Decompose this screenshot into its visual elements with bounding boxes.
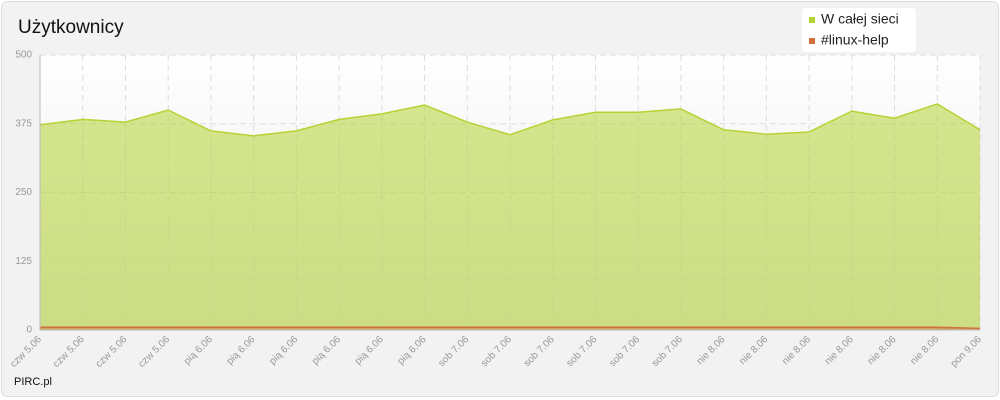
chart-title: Użytkownicy <box>18 17 124 38</box>
legend: W całej sieci #linux-help <box>802 8 916 52</box>
y-tick-label: 125 <box>15 256 32 267</box>
legend-swatch <box>809 38 815 44</box>
line <box>39 103 981 137</box>
legend-label: W całej sieci <box>821 11 899 27</box>
line <box>40 326 981 330</box>
legend-box <box>802 8 916 52</box>
footer: PIRC.pl <box>14 376 52 388</box>
y-tick-label: 500 <box>15 50 32 61</box>
y-tick-label: 250 <box>15 187 32 198</box>
y-tick-label: 375 <box>15 118 32 129</box>
legend-swatch <box>809 17 815 23</box>
y-tick-label: 0 <box>26 325 32 336</box>
legend-label: #linux-help <box>821 32 889 48</box>
area <box>40 103 980 330</box>
